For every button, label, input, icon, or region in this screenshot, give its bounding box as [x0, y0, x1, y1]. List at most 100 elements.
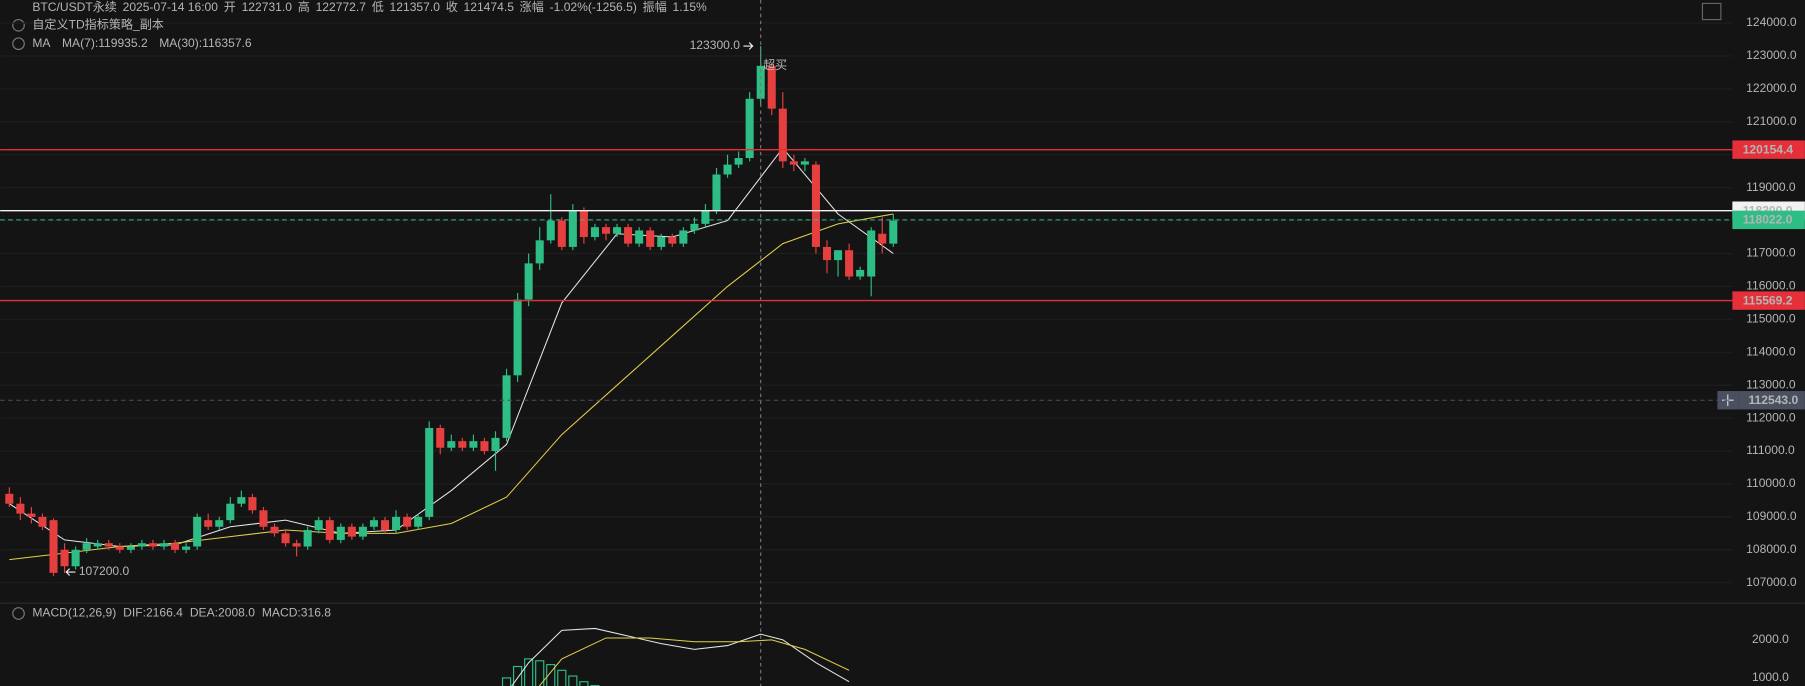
candle-body [557, 220, 566, 247]
candle-body [535, 240, 544, 264]
y-tick-label: 115000.0 [1746, 312, 1796, 326]
field-label: 高 [298, 0, 310, 14]
candle-body [867, 230, 876, 277]
collapse-icon[interactable] [12, 18, 25, 32]
grid [0, 22, 1733, 584]
symbol: BTC/USDT永续 [32, 0, 117, 14]
price-label-box [1732, 210, 1805, 230]
candle-body [336, 526, 345, 540]
candle-body [403, 516, 412, 527]
candle-body [613, 227, 622, 234]
macd-bar [524, 658, 534, 686]
macd-bar [535, 660, 545, 686]
strategy-name: 自定义TD指标策略_副本 [32, 17, 164, 32]
y-tick-label: 112000.0 [1746, 410, 1796, 424]
candle-body [878, 233, 887, 244]
candle-body [734, 158, 743, 165]
candle-body [126, 546, 135, 550]
candle-body [601, 227, 611, 234]
y-tick-label: 116000.0 [1746, 279, 1796, 293]
arrow [65, 568, 76, 576]
y-tick-label: 107000.0 [1746, 575, 1797, 589]
macd-line [538, 637, 850, 686]
candle-body [458, 441, 467, 448]
field-label: 收 [446, 0, 458, 14]
collapse-icon[interactable] [12, 607, 25, 620]
ma-value: MA(30):116357.6 [159, 36, 252, 50]
candle-body [93, 543, 102, 547]
candle-body [60, 549, 69, 567]
candle-body [480, 441, 489, 452]
candle-body [767, 65, 776, 109]
price-label-box [1732, 140, 1805, 159]
collapse-icon[interactable] [12, 37, 25, 51]
field-value: -1.02%(-1256.5) [550, 0, 637, 14]
candle-body [380, 520, 390, 531]
expand-icon[interactable] [1701, 2, 1722, 21]
candle-body [248, 497, 257, 511]
candle-body [723, 164, 732, 175]
y-tick-label: 122000.0 [1746, 81, 1797, 95]
candle-body [834, 250, 843, 261]
y-tick-label: 1000.0 [1752, 670, 1789, 684]
high-label: 123300.0 [690, 38, 741, 52]
arrow [743, 42, 754, 50]
candle-body [281, 533, 290, 544]
candle-body [16, 503, 25, 514]
candle-body [447, 441, 456, 448]
candle-body [425, 427, 434, 517]
low-label: 107200.0 [79, 564, 130, 578]
candle-body [369, 520, 378, 527]
candle-body [49, 520, 58, 573]
candle-body [115, 546, 124, 550]
field-label: 振幅 [643, 0, 667, 14]
candle-body [292, 543, 301, 547]
macd-bar [546, 664, 556, 686]
macd-bar [557, 669, 567, 686]
candle-body [436, 427, 445, 448]
candle-body [358, 526, 367, 537]
price-label-box [1738, 391, 1805, 410]
candle-body [303, 530, 312, 547]
field-label: 开 [224, 0, 236, 14]
price-label: 115569.2 [1743, 293, 1793, 307]
field-value: 1.15% [673, 0, 708, 14]
candle-body [314, 520, 323, 531]
candle-body [889, 220, 898, 244]
candle-body [392, 516, 401, 531]
y-tick-label: 123000.0 [1746, 48, 1797, 62]
macd-pane [501, 627, 850, 686]
y-tick-label: 109000.0 [1746, 509, 1797, 523]
candle-body [856, 269, 865, 277]
macd-bar [579, 681, 589, 686]
candle-body [325, 520, 334, 540]
macd-line [511, 627, 850, 686]
timestamp: 2025-07-14 16:00 [123, 0, 219, 14]
candle-body [811, 164, 820, 247]
candle-body [27, 513, 36, 517]
candle-body [259, 510, 268, 527]
y-tick-label: 124000.0 [1746, 15, 1797, 29]
field-value: 122731.0 [242, 0, 293, 14]
price-label: 112543.0 [1748, 393, 1798, 407]
y-tick-label: 119000.0 [1746, 180, 1796, 194]
candle-body [624, 227, 633, 244]
price-label: 120154.4 [1743, 142, 1794, 156]
candle-body [778, 108, 787, 162]
y-tick-label: 2000.0 [1752, 632, 1789, 646]
candle-body [513, 299, 522, 376]
candle-body [756, 65, 765, 99]
header: BTC/USDT永续 2025-07-14 16:00 开 122731.0 高 1227… [32, 0, 707, 620]
y-tick-label: 110000.0 [1746, 476, 1796, 490]
field-value: 121357.0 [390, 0, 441, 14]
candle-body [690, 223, 699, 231]
candle-body [347, 526, 356, 537]
candle-body [712, 174, 721, 211]
candle-body [568, 210, 577, 247]
field-label: 低 [372, 0, 384, 14]
candle-body [148, 543, 157, 547]
candle-body [590, 227, 599, 238]
candle-body [193, 516, 202, 547]
indicator-value: MACD:316.8 [262, 606, 331, 620]
